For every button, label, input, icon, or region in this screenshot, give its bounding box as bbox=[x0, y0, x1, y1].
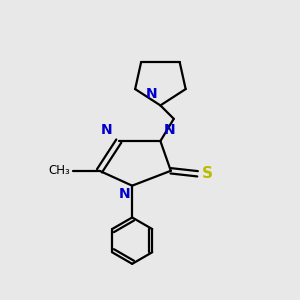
Text: S: S bbox=[201, 166, 212, 181]
Text: N: N bbox=[101, 123, 113, 136]
Text: N: N bbox=[146, 87, 158, 101]
Text: N: N bbox=[164, 123, 175, 136]
Text: N: N bbox=[119, 187, 131, 201]
Text: CH₃: CH₃ bbox=[48, 164, 70, 177]
